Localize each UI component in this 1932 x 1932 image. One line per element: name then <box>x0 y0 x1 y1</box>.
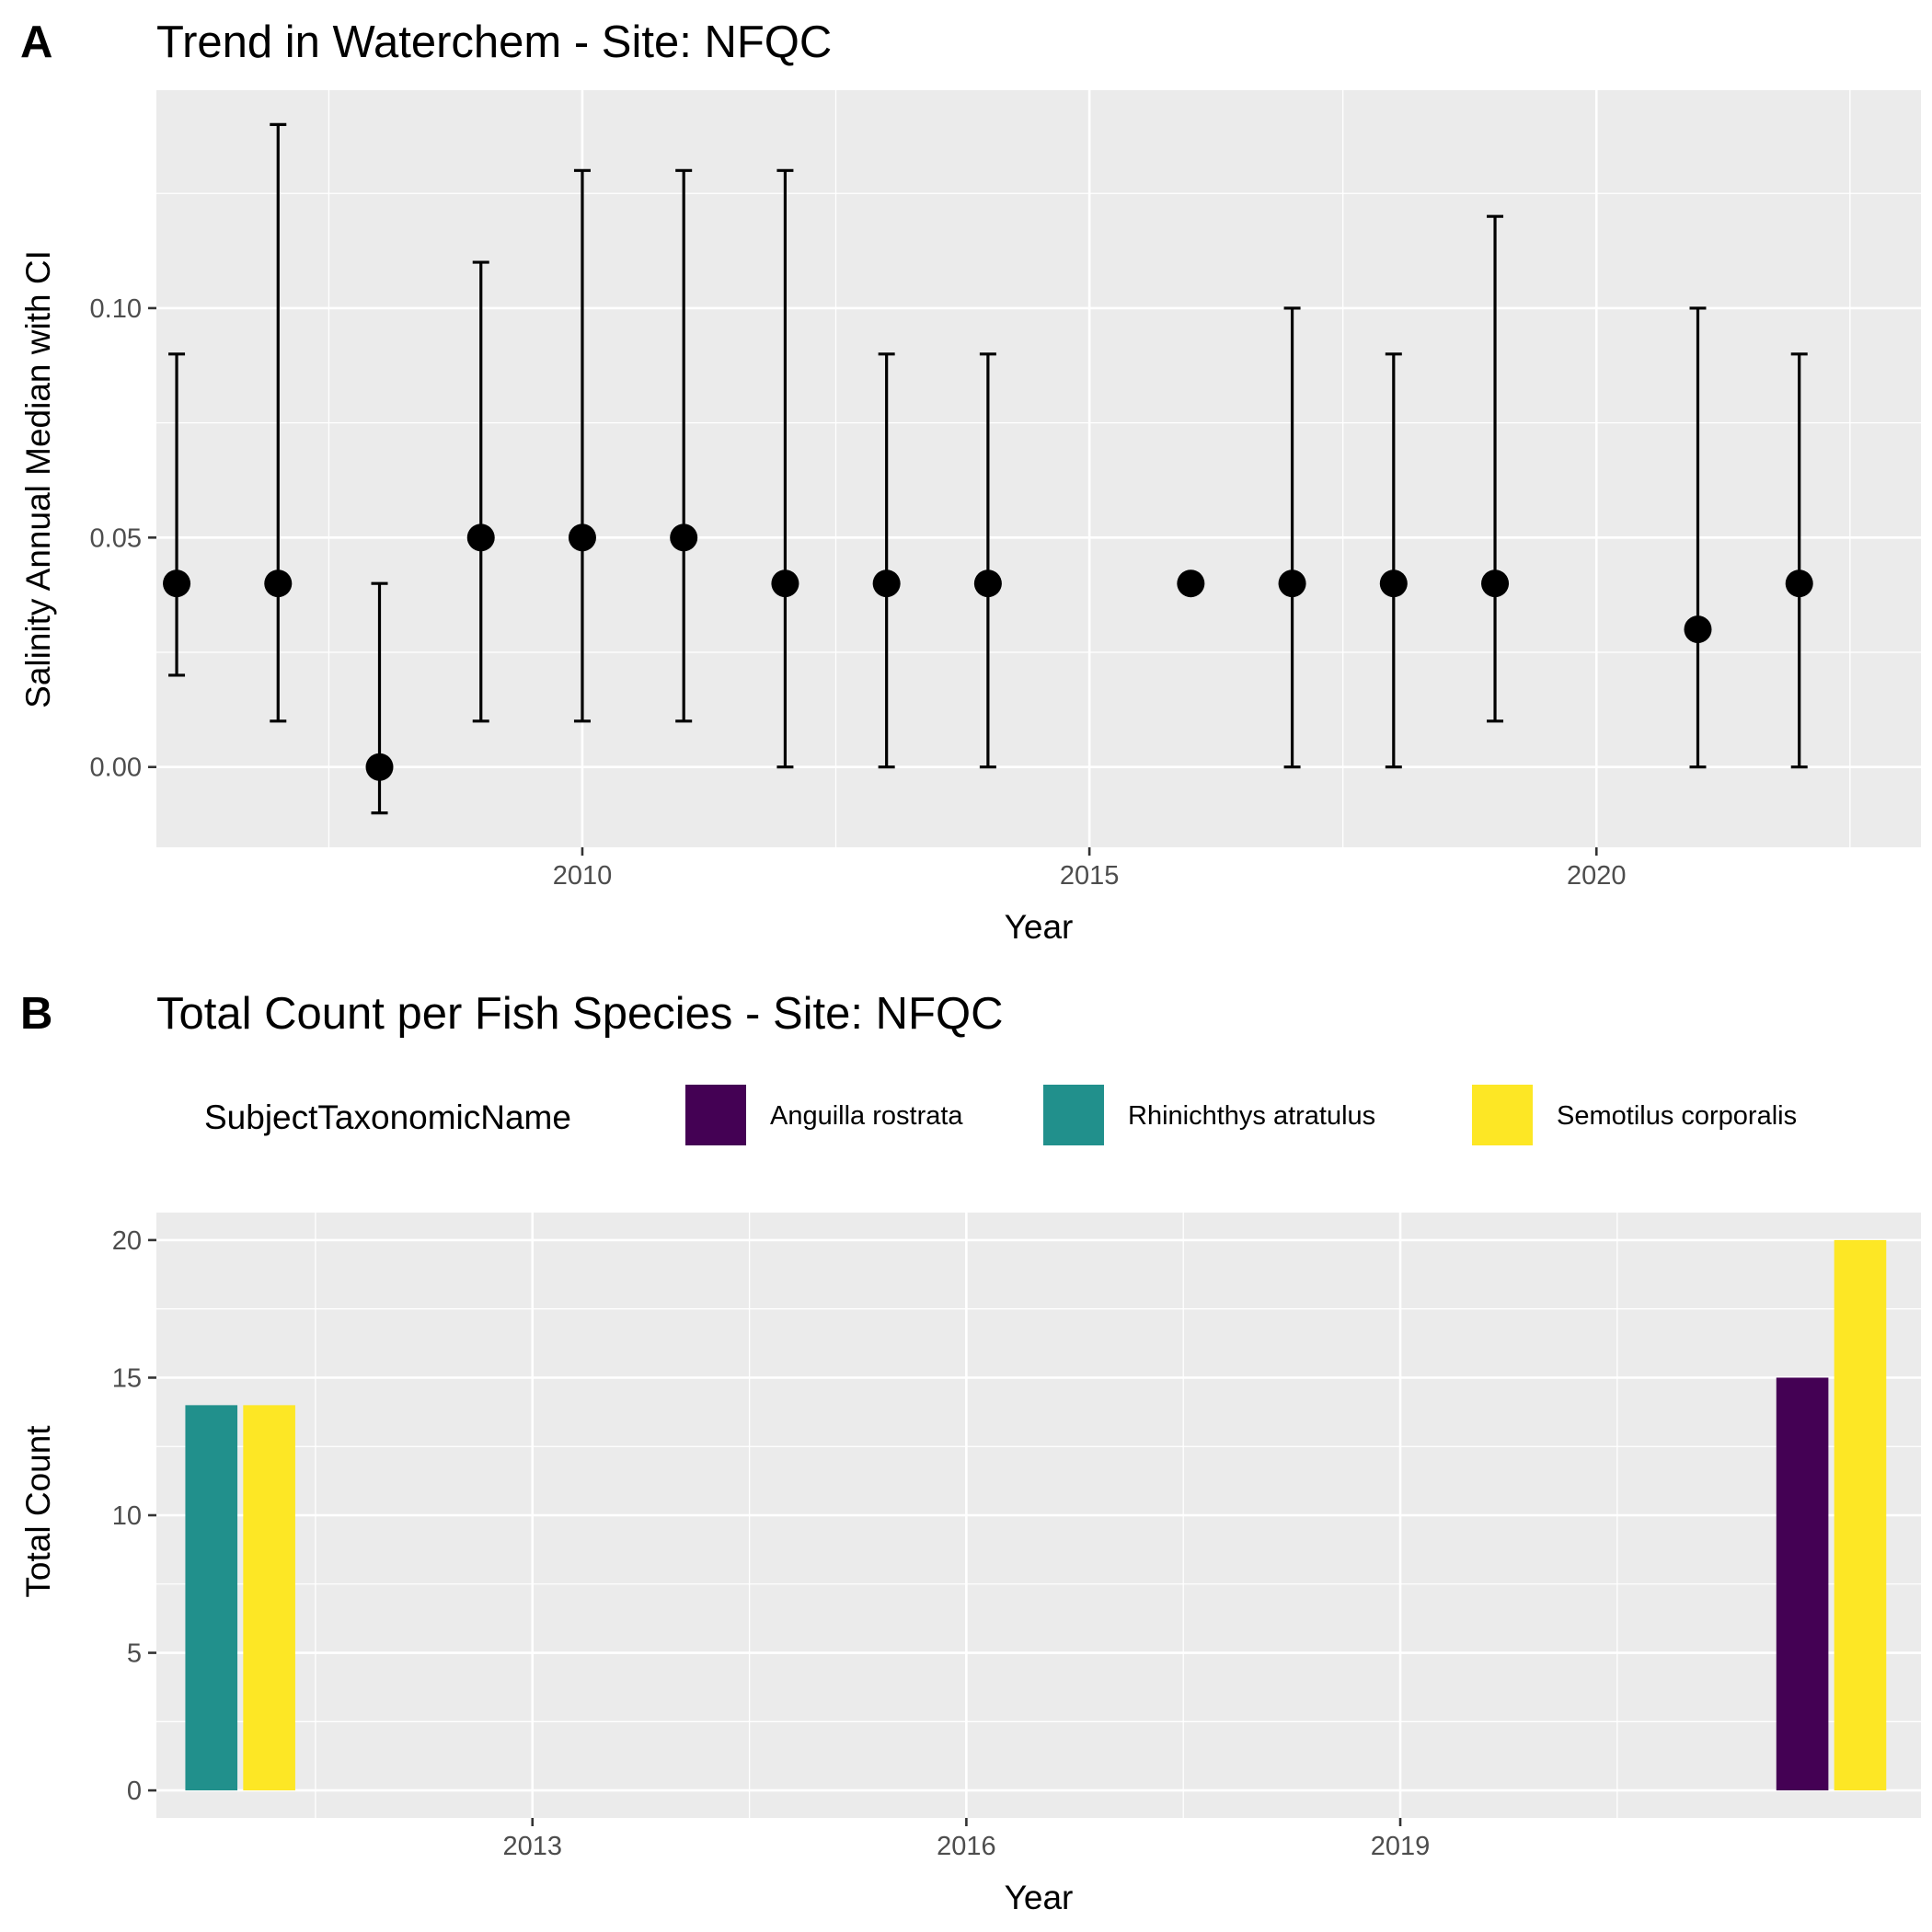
data-point <box>1177 569 1205 598</box>
panel-b-x-axis-title: Year <box>1005 1879 1074 1916</box>
data-point <box>670 523 698 552</box>
error-bar <box>1385 352 1402 769</box>
data-point <box>365 753 394 781</box>
legend-title: SubjectTaxonomicName <box>204 1098 571 1136</box>
legend-key <box>684 1083 748 1147</box>
data-point <box>163 569 191 598</box>
data-point <box>466 523 495 552</box>
legend-entry: Anguilla rostrata <box>684 1083 963 1147</box>
y-tick-label: 0.00 <box>90 753 142 783</box>
bar <box>243 1405 295 1791</box>
bar <box>1834 1239 1887 1791</box>
error-bar <box>573 168 591 723</box>
panel-tag-a: A <box>20 17 52 67</box>
data-point <box>1785 569 1813 598</box>
data-point <box>1684 615 1712 644</box>
y-tick-label: 0.05 <box>90 523 142 553</box>
x-tick-label: 2019 <box>1371 1832 1431 1861</box>
y-tick-label: 10 <box>112 1501 142 1531</box>
error-bar <box>1283 306 1301 769</box>
panel-b: B Total Count per Fish Species - Site: N… <box>19 989 1921 1916</box>
panel-tag-b: B <box>20 989 52 1039</box>
data-point <box>771 569 799 598</box>
error-bar <box>472 260 489 723</box>
y-tick-label: 0.10 <box>90 294 142 324</box>
x-tick-label: 2010 <box>553 861 613 891</box>
x-tick-label: 2015 <box>1060 861 1120 891</box>
legend-entry: Semotilus corporalis <box>1470 1083 1797 1147</box>
data-point <box>1278 569 1306 598</box>
x-tick-label: 2020 <box>1567 861 1627 891</box>
legend-label: Rhinichthys atratulus <box>1128 1101 1375 1131</box>
legend-key <box>1041 1083 1106 1147</box>
panel-a-grid <box>156 90 1921 847</box>
data-point <box>1379 569 1408 598</box>
panel-b-marks <box>185 1239 1887 1791</box>
legend-label: Semotilus corporalis <box>1557 1101 1797 1131</box>
y-tick-label: 15 <box>112 1363 142 1393</box>
data-point <box>872 569 901 598</box>
data-point <box>568 523 596 552</box>
error-bar <box>168 352 186 677</box>
panel-a-y-axis-title: Salinity Annual Median with CI <box>19 250 57 708</box>
panel-b-legend: SubjectTaxonomicName Anguilla rostrata Rh… <box>204 1083 1797 1147</box>
error-bar <box>1689 306 1707 769</box>
data-point <box>1481 569 1510 598</box>
panel-a-marks <box>163 122 1813 815</box>
panel-b-y-axis-title: Total Count <box>19 1425 57 1598</box>
bar <box>185 1405 238 1791</box>
panel-a-x-axis-title: Year <box>1005 908 1074 946</box>
legend-entry: Rhinichthys atratulus <box>1041 1083 1375 1147</box>
panel-a: A Trend in Waterchem - Site: NFQC 2010 20… <box>19 17 1921 946</box>
error-bar <box>1790 352 1808 769</box>
x-tick-label: 2013 <box>502 1832 562 1861</box>
y-tick-label: 20 <box>112 1226 142 1256</box>
panel-a-background <box>156 90 1921 847</box>
error-bar <box>979 352 996 769</box>
error-bar <box>270 122 287 723</box>
legend-label: Anguilla rostrata <box>770 1101 963 1131</box>
legend-items: Anguilla rostrata Rhinichthys atratulus Se… <box>684 1083 1797 1147</box>
error-bar <box>776 168 794 769</box>
data-point <box>264 569 293 598</box>
bar <box>1776 1377 1829 1791</box>
panel-a-title: Trend in Waterchem - Site: NFQC <box>156 17 832 67</box>
y-tick-label: 5 <box>127 1639 142 1669</box>
error-bar <box>1487 214 1504 723</box>
error-bar <box>675 168 693 723</box>
panel-b-axes: 2013 2016 2019 0 5 10 15 20 <box>112 1226 1431 1861</box>
x-tick-label: 2016 <box>937 1832 996 1861</box>
error-bar <box>878 352 895 769</box>
legend-key <box>1470 1083 1535 1147</box>
panel-a-axes: 2010 2015 2020 0.00 0.05 0.10 <box>90 294 1627 891</box>
data-point <box>973 569 1002 598</box>
panel-b-grid <box>156 1213 1921 1818</box>
panel-b-title: Total Count per Fish Species - Site: NFQ… <box>156 989 1003 1039</box>
y-tick-label: 0 <box>127 1777 142 1806</box>
